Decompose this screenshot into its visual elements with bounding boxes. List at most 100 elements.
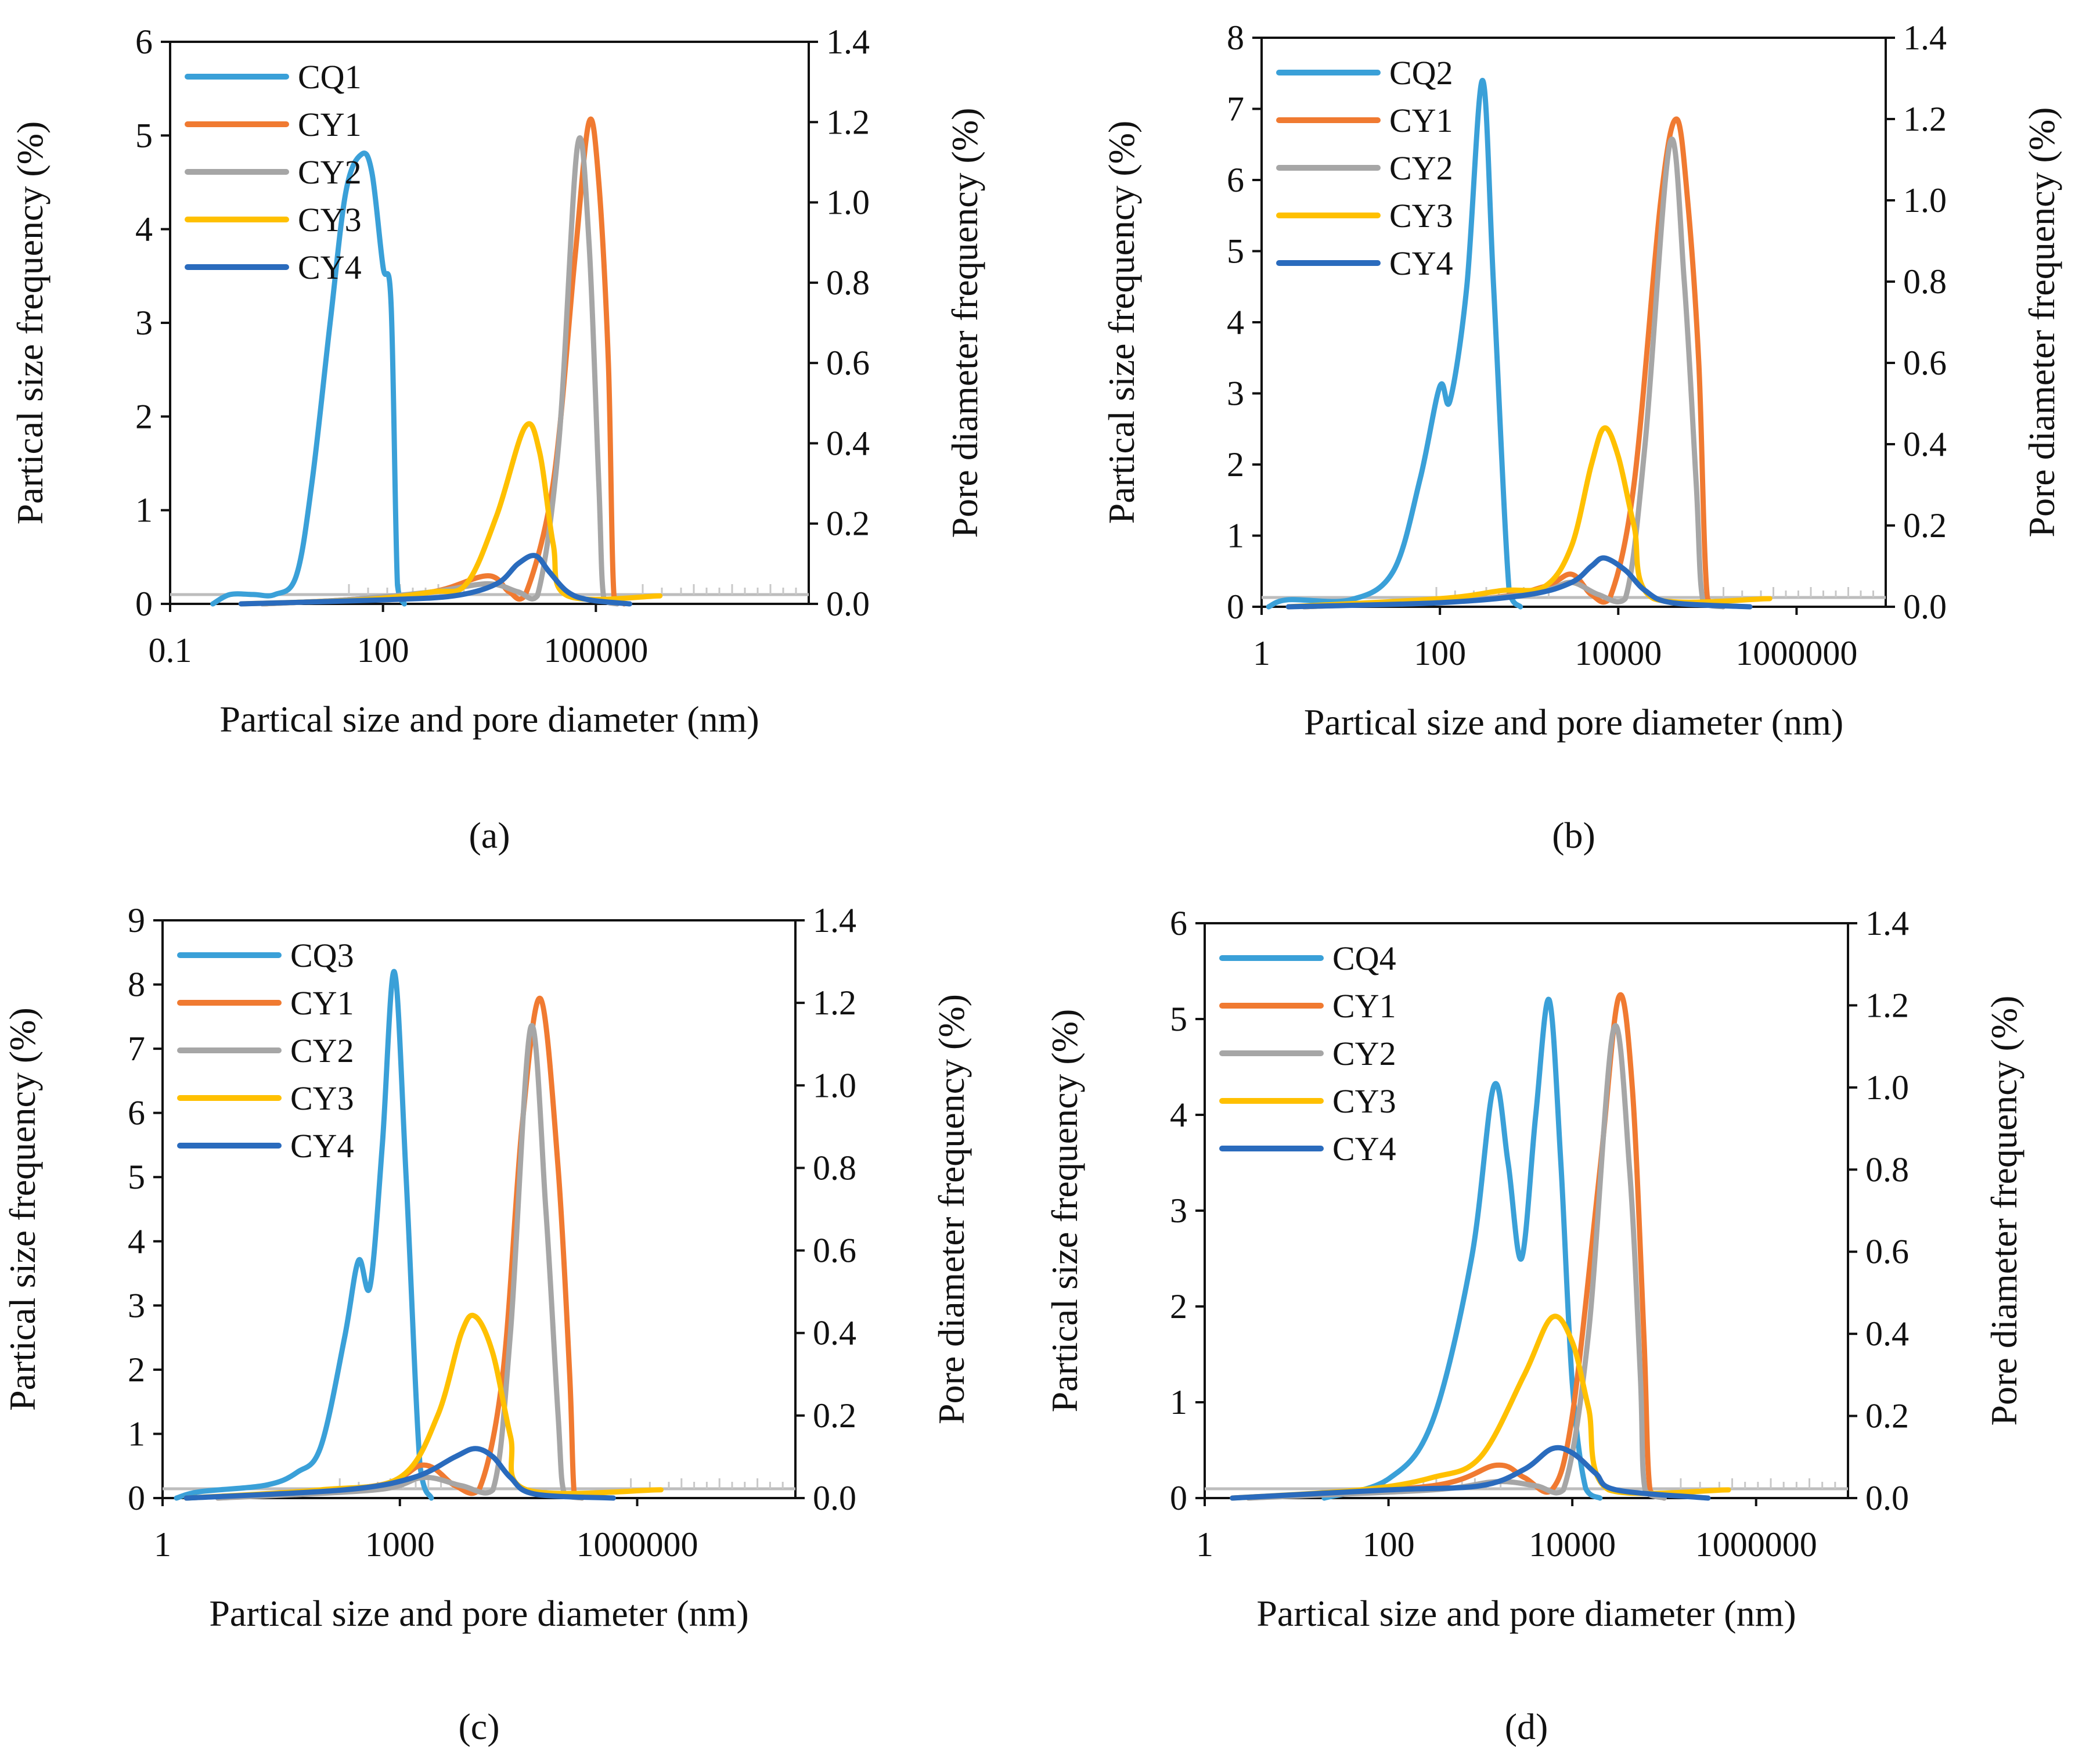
x-tick-label: 1000 (365, 1525, 435, 1564)
chart-panel-a: 0 1 2 3 4 5 6 0.0 0.2 0.4 0.6 0.8 1.0 1.2 1.4 0.1 100 100… (9, 23, 985, 856)
legend-label-cy3: CY3 (1389, 197, 1453, 235)
y-left-axis-title: Partical size frequency (%) (1044, 1009, 1085, 1413)
series-line-cy4 (183, 1446, 616, 1501)
y-left-tick-label: 2 (135, 397, 153, 435)
legend-label-cy2: CY2 (1389, 149, 1453, 187)
y-left-tick-label: 3 (128, 1286, 145, 1324)
legend-label-cq2: CQ2 (1389, 54, 1453, 92)
y-right-tick-label: 0.6 (1865, 1233, 1909, 1271)
y-right-tick-label: 1.0 (813, 1066, 856, 1104)
y-left-tick-label: 1 (1227, 517, 1244, 555)
panel-caption: (b) (1552, 815, 1595, 856)
y-right-axis-title: Pore diameter frequency (%) (2021, 107, 2062, 538)
legend-label-cq3: CQ3 (290, 937, 354, 974)
y-right-tick-label: 1.4 (1903, 19, 1947, 57)
panel-caption: (a) (469, 815, 510, 856)
y-right-tick-label: 0.4 (813, 1314, 856, 1352)
x-tick-label: 1000000 (577, 1525, 698, 1564)
y-right-tick-label: 0.2 (826, 505, 870, 543)
y-left-tick-label: 2 (128, 1351, 145, 1389)
x-axis-title: Partical size and pore diameter (nm) (209, 1593, 748, 1634)
x-tick-label: 1 (1196, 1525, 1213, 1564)
legend-label-cy1: CY1 (1332, 987, 1396, 1025)
panel-caption: (c) (458, 1706, 499, 1747)
legend-label-cy3: CY3 (298, 201, 362, 239)
y-right-tick-label: 1.2 (1903, 100, 1947, 138)
y-right-axis-title: Pore diameter frequency (%) (944, 108, 985, 538)
legend-label-cy2: CY2 (298, 153, 362, 191)
y-left-tick-label: 1 (135, 491, 153, 530)
y-right-tick-label: 1.4 (1865, 904, 1909, 942)
y-right-axis-title: Pore diameter frequency (%) (931, 994, 972, 1424)
y-right-tick-label: 0.2 (813, 1396, 856, 1435)
x-tick-label: 100 (1414, 634, 1466, 672)
x-axis-title: Partical size and pore diameter (nm) (1256, 1593, 1796, 1634)
y-left-tick-label: 6 (135, 23, 153, 61)
x-tick-label: 100 (357, 631, 409, 669)
y-right-tick-label: 1.4 (826, 23, 870, 61)
y-left-axis-title: Partical size frequency (%) (9, 121, 51, 525)
y-right-tick-label: 1.2 (826, 103, 870, 141)
series-line-cq2 (1266, 78, 1523, 610)
y-left-tick-label: 3 (1227, 375, 1244, 413)
series-line-cq3 (174, 969, 434, 1501)
y-left-tick-label: 3 (135, 304, 153, 342)
series-line-cq4 (1321, 996, 1603, 1501)
y-left-tick-label: 4 (135, 210, 153, 249)
y-left-tick-label: 2 (1170, 1287, 1187, 1326)
y-left-tick-label: 5 (1227, 232, 1244, 271)
y-left-tick-label: 0 (1227, 588, 1244, 626)
y-left-tick-label: 2 (1227, 445, 1244, 484)
y-right-tick-label: 0.8 (826, 264, 870, 302)
y-right-tick-label: 0.0 (813, 1479, 856, 1517)
y-left-tick-label: 3 (1170, 1191, 1187, 1230)
legend-label-cy3: CY3 (290, 1079, 354, 1117)
legend-label-cy2: CY2 (1332, 1035, 1396, 1072)
y-right-tick-label: 0.8 (1865, 1150, 1909, 1189)
y-left-tick-label: 7 (1227, 90, 1244, 128)
y-right-tick-label: 0.0 (1903, 588, 1947, 626)
legend-label-cy2: CY2 (290, 1032, 354, 1070)
y-right-tick-label: 0.2 (1865, 1397, 1909, 1435)
legend-label-cy4: CY4 (1332, 1130, 1396, 1168)
panel-caption: (d) (1505, 1706, 1548, 1747)
y-left-tick-label: 0 (128, 1479, 145, 1517)
y-right-tick-label: 0.4 (1903, 425, 1947, 463)
series-line-cy4 (1230, 1445, 1711, 1501)
y-left-tick-label: 1 (128, 1414, 145, 1453)
y-left-axis-title: Partical size frequency (%) (2, 1007, 43, 1411)
x-tick-label: 1000000 (1695, 1525, 1817, 1564)
y-right-tick-label: 1.2 (1865, 986, 1909, 1024)
y-left-tick-label: 4 (1170, 1096, 1187, 1134)
y-right-tick-label: 1.0 (1865, 1068, 1909, 1107)
series-line-cy2 (1246, 1023, 1667, 1501)
y-right-axis-title: Pore diameter frequency (%) (1983, 996, 2024, 1426)
y-left-tick-label: 7 (128, 1029, 145, 1068)
y-left-tick-label: 8 (128, 966, 145, 1004)
series-line-cy1 (1301, 116, 1726, 610)
y-right-tick-label: 1.0 (826, 183, 870, 222)
x-tick-label: 10000 (1529, 1525, 1616, 1564)
series-line-cy1 (260, 116, 627, 607)
y-left-tick-label: 4 (128, 1222, 145, 1261)
legend-label-cy1: CY1 (1389, 102, 1453, 139)
y-right-tick-label: 0.4 (1865, 1315, 1909, 1353)
y-right-tick-label: 0.6 (1903, 344, 1947, 382)
series-line-cy3 (1285, 425, 1773, 610)
y-left-tick-label: 6 (1227, 161, 1244, 199)
y-right-tick-label: 1.4 (813, 901, 856, 939)
x-tick-label: 1 (1253, 634, 1270, 672)
y-right-tick-label: 1.2 (813, 984, 856, 1022)
series-line-cy1 (1246, 992, 1667, 1501)
legend-label-cy4: CY4 (290, 1127, 354, 1165)
y-left-tick-label: 5 (128, 1158, 145, 1196)
x-tick-label: 10000 (1575, 634, 1662, 672)
legend-label-cq4: CQ4 (1332, 939, 1396, 977)
x-tick-label: 100 (1363, 1525, 1415, 1564)
y-right-tick-label: 1.0 (1903, 181, 1947, 219)
y-left-tick-label: 1 (1170, 1383, 1187, 1421)
legend-label-cy4: CY4 (298, 249, 362, 286)
